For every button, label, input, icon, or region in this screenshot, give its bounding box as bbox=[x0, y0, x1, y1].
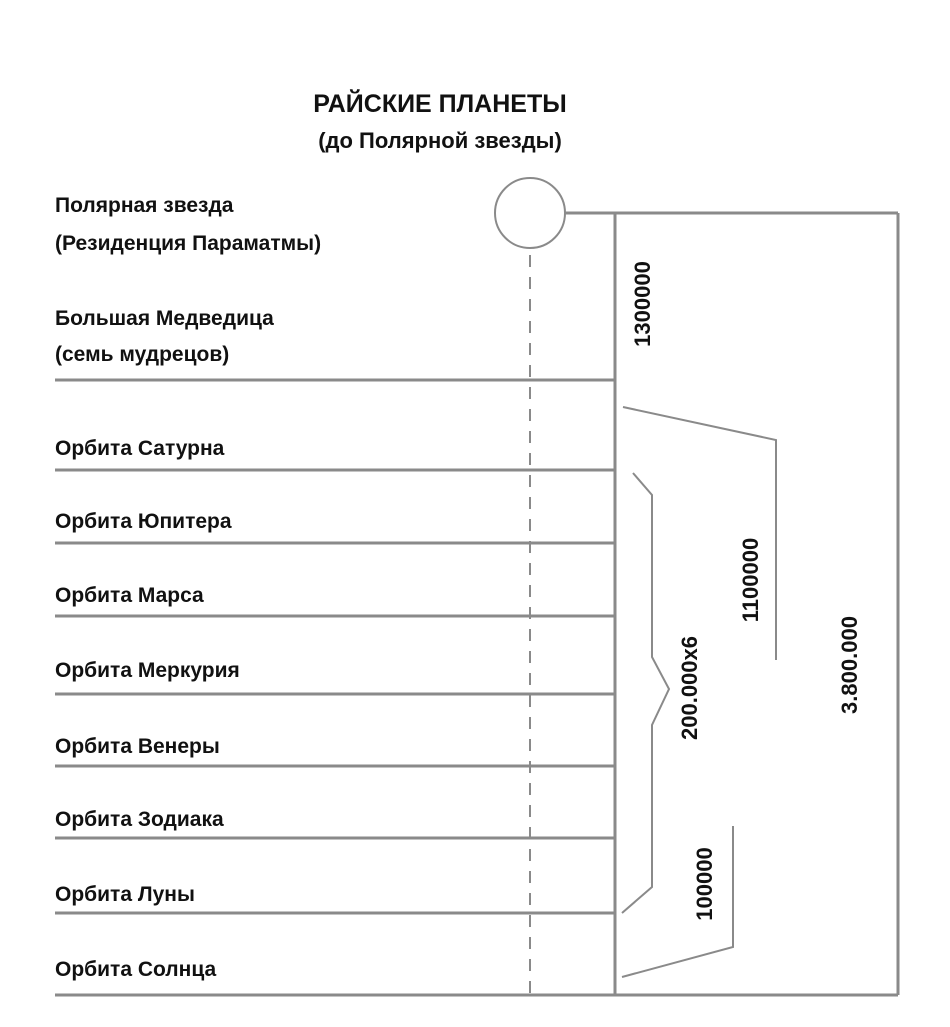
diagram-title: РАЙСКИЕ ПЛАНЕТЫ bbox=[313, 88, 566, 118]
label-jupiter-orbit: Орбита Юпитера bbox=[55, 510, 232, 533]
label-ursa-major-sub: (семь мудрецов) bbox=[55, 343, 229, 366]
distance-total: 3.800.000 bbox=[837, 616, 862, 714]
label-moon-orbit: Орбита Луны bbox=[55, 883, 195, 906]
label-ursa-major: Большая Медведица bbox=[55, 307, 274, 330]
bracket-1100000 bbox=[622, 406, 777, 660]
brace-200000x6 bbox=[621, 472, 671, 914]
label-sun-orbit: Орбита Солнца bbox=[55, 958, 217, 981]
distance-100000: 100000 bbox=[692, 847, 717, 920]
label-polar-star: Полярная звезда bbox=[55, 194, 234, 217]
polar-star-circle bbox=[494, 177, 566, 249]
distance-200000x6: 200.000x6 bbox=[677, 636, 702, 740]
distance-1300000: 1300000 bbox=[630, 261, 655, 347]
label-mercury-orbit: Орбита Меркурия bbox=[55, 659, 240, 682]
label-mars-orbit: Орбита Марса bbox=[55, 584, 204, 607]
label-venus-orbit: Орбита Венеры bbox=[55, 735, 220, 758]
bracket-100000 bbox=[621, 826, 734, 978]
label-zodiac-orbit: Орбита Зодиака bbox=[55, 808, 224, 831]
diagram-subtitle: (до Полярной звезды) bbox=[318, 128, 562, 153]
distance-1100000: 1100000 bbox=[738, 538, 763, 622]
label-saturn-orbit: Орбита Сатурна bbox=[55, 437, 225, 460]
label-polar-star-sub: (Резиденция Параматмы) bbox=[55, 232, 321, 255]
